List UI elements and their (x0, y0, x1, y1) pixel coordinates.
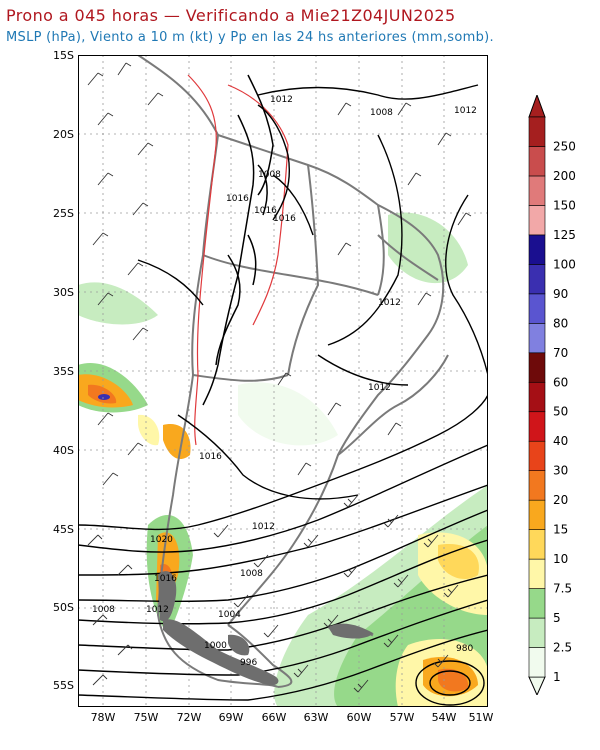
isobar-label: 1016 (226, 194, 249, 204)
colorbar-label: 150 (553, 198, 576, 212)
lon-label: 72W (176, 711, 202, 724)
lat-label: 45S (53, 523, 74, 536)
andes-contours (202, 74, 274, 406)
colorbar-label: 15 (553, 523, 568, 537)
wind-barbs (87, 62, 472, 693)
lat-label: 35S (53, 365, 74, 378)
colorbar-label: 250 (553, 139, 576, 153)
land-mask-patches (158, 571, 373, 686)
colorbar-swatch (528, 499, 546, 530)
lat-label: 30S (53, 286, 74, 299)
forecast-map: 1012 1008 1012 1008 1016 1016 1016 1012 … (78, 55, 488, 707)
isobar-label: 1012 (252, 522, 275, 532)
colorbar-swatch (528, 588, 546, 619)
colorbar-label: 50 (553, 405, 568, 419)
lon-label: 60W (346, 711, 372, 724)
colorbar-label: 200 (553, 169, 576, 183)
colorbar-label: 7.5 (553, 582, 572, 596)
lon-label: 69W (218, 711, 244, 724)
isobar-label: 1012 (146, 605, 169, 615)
colorbar-label: 10 (553, 552, 568, 566)
isobar-label: 1012 (378, 298, 401, 308)
colorbar-label: 20 (553, 493, 568, 507)
lat-label: 20S (53, 128, 74, 141)
colorbar-swatch (528, 146, 546, 177)
colorbar-swatch (528, 264, 546, 295)
colorbar-label: 1 (553, 670, 561, 684)
isobar-labels: 1012 1008 1012 1008 1016 1016 1016 1012 … (92, 95, 477, 668)
lon-label: 75W (133, 711, 159, 724)
map-subtitle: MSLP (hPa), Viento a 10 m (kt) y Pp en l… (6, 30, 494, 45)
colorbar-swatch (528, 234, 546, 265)
colorbar-label: 2.5 (553, 641, 572, 655)
isobar-label: 1016 (254, 206, 277, 216)
colorbar-top-arrow (528, 95, 546, 118)
lat-label: 55S (53, 679, 74, 692)
map-title: Prono a 045 horas — Verificando a Mie21Z… (6, 6, 456, 25)
isobars (78, 84, 488, 706)
colorbar-label: 5 (553, 611, 561, 625)
colorbar-swatch (528, 205, 546, 236)
isobar-label: 1000 (204, 641, 227, 651)
lat-label: 50S (53, 601, 74, 614)
lon-label: 63W (303, 711, 329, 724)
colorbar-label: 70 (553, 346, 568, 360)
isobar-label: 1016 (199, 452, 222, 462)
coastlines-and-borders (137, 55, 449, 688)
isobar-label: 1004 (218, 610, 241, 620)
isobar-label: 1012 (454, 106, 477, 116)
precip-colorbar: 1 2.5 5 7.5 10 15 20 30 40 50 60 70 80 90 100 125 150 200… (528, 95, 576, 695)
colorbar-label: 90 (553, 287, 568, 301)
colorbar-swatch (528, 440, 546, 471)
isobar-label: 1012 (368, 383, 391, 393)
colorbar-swatch (528, 116, 546, 147)
colorbar-swatch (528, 647, 546, 678)
colorbar-swatch (528, 470, 546, 501)
lat-label: 15S (53, 49, 74, 62)
colorbar-swatch (528, 381, 546, 413)
colorbar-swatch (528, 323, 546, 354)
isobar-label: 980 (456, 644, 473, 654)
isobar-label: 1020 (150, 535, 173, 545)
isobar-label: 996 (240, 658, 257, 668)
colorbar-swatch (528, 175, 546, 206)
colorbar-label: 100 (553, 257, 576, 271)
lat-label: 25S (53, 207, 74, 220)
isobar-label: 1012 (270, 95, 293, 105)
isobar-label: 1008 (92, 605, 115, 615)
colorbar-label: 40 (553, 434, 568, 448)
lon-label: 51W (468, 711, 494, 724)
isobar-label: 1008 (240, 569, 263, 579)
lon-label: 54W (431, 711, 457, 724)
colorbar-swatch (528, 352, 546, 383)
colorbar-swatch (528, 411, 546, 442)
colorbar-swatch (528, 558, 546, 589)
isobar-label: 1008 (370, 108, 393, 118)
lon-label: 66W (261, 711, 287, 724)
isobar-label: 1016 (273, 214, 296, 224)
colorbar-swatch (528, 293, 546, 324)
colorbar-label: 60 (553, 375, 568, 389)
isobar-label: 1016 (154, 574, 177, 584)
colorbar-label: 80 (553, 316, 568, 330)
lon-label: 57W (389, 711, 415, 724)
colorbar-label: 30 (553, 464, 568, 478)
colorbar-swatch (528, 529, 546, 560)
isobar-label: 1008 (258, 170, 281, 180)
lon-label: 78W (90, 711, 116, 724)
colorbar-swatch (528, 617, 546, 648)
colorbar-label: 125 (553, 228, 576, 242)
colorbar-bottom-arrow (528, 676, 546, 695)
lat-label: 40S (53, 444, 74, 457)
